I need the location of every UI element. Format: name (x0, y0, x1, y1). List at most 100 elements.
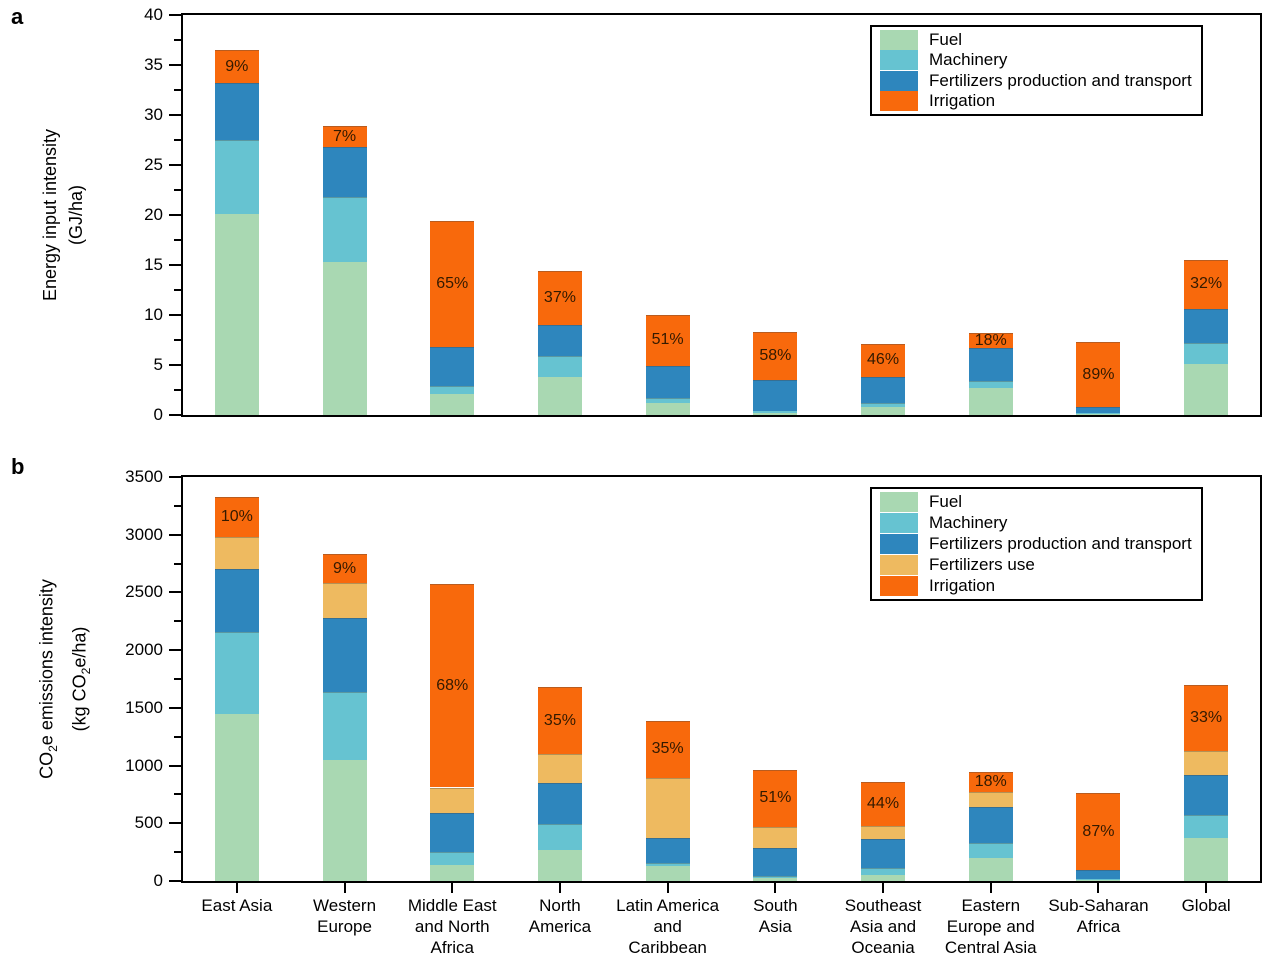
bar-segment-fuel (322, 759, 367, 881)
bar-segment-fertilizers-production-and-transport (322, 617, 367, 692)
y-axis-tick-label: 40 (144, 5, 163, 24)
x-axis-category-label-line: East Asia (201, 896, 273, 915)
x-axis-category-label-line: Africa (1076, 917, 1121, 936)
legend-swatch-icon (880, 513, 918, 534)
bar-segment-machinery (861, 868, 906, 875)
x-axis-category-label-line: Global (1181, 896, 1231, 915)
bar-segment-fertilizers-production-and-transport (214, 83, 259, 140)
bar-segment-irrigation (753, 331, 798, 380)
x-axis-category-label: East Asia (162, 895, 312, 916)
y-axis-tick-label: 20 (144, 205, 163, 224)
y-axis-tick-label: 1000 (125, 755, 163, 775)
x-axis-tick (1205, 883, 1208, 893)
bar-segment-irrigation (1184, 260, 1229, 309)
y-axis-major-tick (169, 649, 181, 652)
x-axis-category-label-line: and North (414, 917, 490, 936)
x-axis-category-label: Sub-Saharan Africa (1023, 895, 1173, 937)
y-axis-major-tick (169, 164, 181, 166)
bar-segment-fertilizers-production-and-transport (214, 569, 259, 632)
bar-segment-machinery (1184, 343, 1229, 364)
bar-segment-fertilizers-use (430, 787, 475, 813)
bar-segment-machinery (537, 824, 582, 850)
bar-segment-machinery (753, 411, 798, 413)
y-axis-tick-label: 15 (144, 255, 163, 274)
x-axis-category-label-line: Western (313, 896, 377, 915)
x-axis-category-label-line: Central Asia (944, 938, 1037, 957)
x-axis-category-label-line: Southeast (844, 896, 922, 915)
legend-label: Fertilizers production and transport (929, 533, 1192, 553)
y-axis-major-tick (169, 14, 181, 16)
bar-segment-fertilizers-production-and-transport (753, 847, 798, 876)
y-axis-tick-label: 0 (153, 405, 163, 424)
legend-label: Fertilizers production and transport (929, 70, 1192, 90)
bar-segment-fertilizers-production-and-transport (430, 812, 475, 853)
bar-segment-machinery (537, 356, 582, 377)
bar-segment-irrigation (537, 271, 582, 325)
bar-segment-fuel (861, 407, 906, 415)
irrigation-share-label: 33% (1190, 708, 1223, 726)
y-axis-major-tick (169, 64, 181, 66)
legend-item: Fertilizers use (872, 554, 1201, 575)
legend-item: Fuel (872, 30, 1201, 51)
bar-segment-machinery (322, 197, 367, 262)
bar-segment-machinery (1076, 878, 1121, 880)
bar-segment-fuel (968, 388, 1013, 415)
y-axis-major-tick (169, 880, 181, 882)
y-axis-tick-label: 2000 (125, 640, 163, 660)
y-axis-major-tick (169, 533, 181, 536)
bar-segment-irrigation (537, 687, 582, 755)
bar-segment-fertilizers-production-and-transport (968, 807, 1013, 843)
bar-segment-machinery (1076, 412, 1121, 413)
x-axis-tick (343, 883, 346, 893)
y-axis-tick-label: 3500 (125, 467, 163, 486)
bar-segment-fertilizers-use (753, 826, 798, 848)
y-axis-minor-tick (174, 289, 181, 291)
y-axis-minor-tick (174, 620, 181, 623)
bar-segment-irrigation (861, 781, 906, 826)
bar-segment-fertilizers-use (322, 583, 367, 618)
x-axis-category-label: Middle East and North Africa (377, 895, 527, 958)
x-axis-category-label: Global (1131, 895, 1276, 916)
panel-a-y-axis-title: Energy input intensity (GJ/ha) (37, 129, 89, 301)
irrigation-share-label: 89% (1082, 365, 1115, 383)
x-axis-category-label-line: Middle East (407, 896, 497, 915)
y-axis-major-tick (169, 214, 181, 216)
y-axis-minor-tick (174, 39, 181, 41)
legend-swatch-icon (880, 533, 918, 554)
irrigation-share-label: 37% (543, 289, 576, 306)
x-axis-category-label-line: Latin America (616, 896, 720, 915)
bar-segment-fuel (430, 394, 475, 415)
bar-segment-fertilizers-production-and-transport (430, 347, 475, 386)
y-axis-minor-tick (174, 89, 181, 91)
bar-segment-machinery (214, 631, 259, 714)
panel-a-letter: a (11, 4, 24, 29)
bar-segment-fertilizers-production-and-transport (861, 839, 906, 869)
bar-segment-irrigation (1184, 684, 1229, 751)
x-axis-category-label: Eastern Europe and Central Asia (916, 895, 1066, 958)
x-axis-category-label-line: Asia and (849, 917, 917, 936)
bar-segment-fuel (537, 849, 582, 881)
x-axis-category-label-line: Europe (317, 917, 372, 936)
y-axis-tick-label: 10 (144, 305, 163, 324)
irrigation-share-label: 7% (332, 127, 357, 145)
legend-item: Fuel (872, 492, 1201, 513)
x-axis-category-label-line: Europe and (946, 917, 1035, 936)
bar-segment-irrigation (214, 50, 259, 83)
bar-segment-fuel (645, 403, 690, 415)
bar-segment-irrigation (214, 496, 259, 537)
irrigation-share-label: 58% (759, 346, 792, 364)
y-axis-major-tick (169, 414, 181, 416)
legend-label: Machinery (929, 513, 1008, 533)
legend-swatch-icon (880, 492, 918, 513)
panel-b-y-axis-title-line1: CO2e emissions intensity (36, 579, 60, 779)
bar-segment-fuel (214, 713, 259, 881)
legend-label: Fuel (929, 492, 963, 512)
panel-a-y-axis-title-line2: (GJ/ha) (66, 184, 86, 246)
x-axis-tick (882, 883, 885, 893)
legend-item: Machinery (872, 513, 1201, 534)
irrigation-share-label: 9% (225, 57, 249, 75)
x-axis-category-label-line: and (653, 917, 682, 936)
bar-segment-fuel (214, 214, 259, 415)
bar-segment-irrigation (753, 770, 798, 827)
bar-segment-irrigation (1076, 342, 1121, 407)
